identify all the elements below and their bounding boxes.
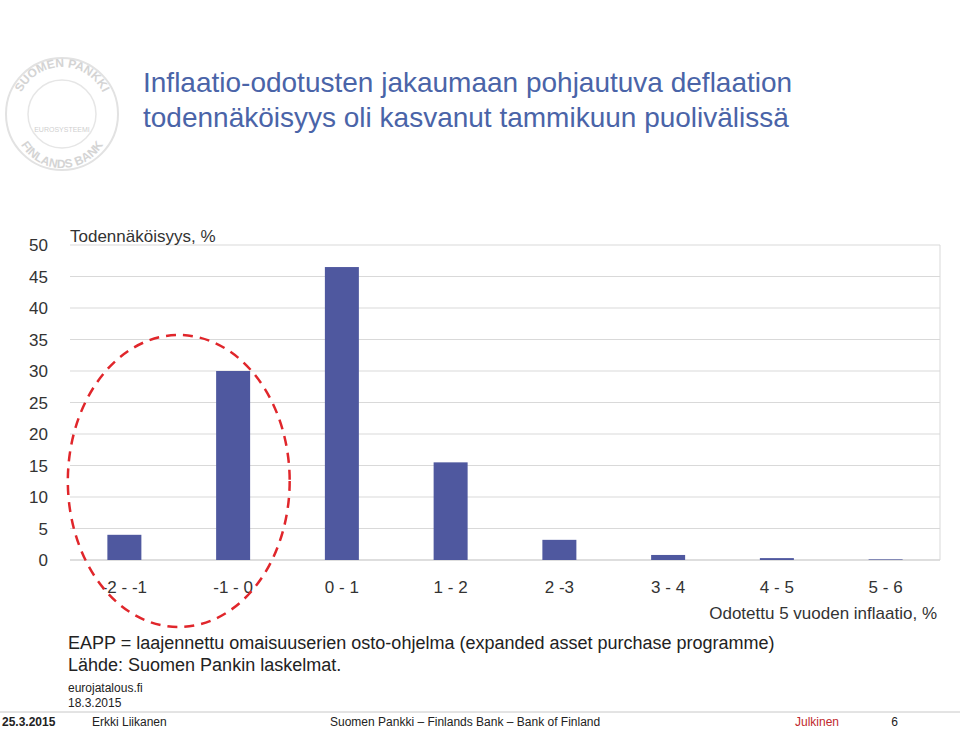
grid-line [70,402,940,403]
grid-line [70,276,940,277]
x-axis-label: Odotettu 5 vuoden inflaatio, % [709,604,937,623]
y-tick-label: 45 [29,268,48,287]
title: todennäköisyys oli kasvanut tammikuun pu… [143,102,789,133]
x-tick-label: 1 - 2 [434,578,468,597]
source-site: eurojatalous.fi [68,681,143,695]
y-tick-label: 10 [29,488,48,507]
bars [107,267,902,560]
footer-page: 6 [891,715,898,729]
logo: SUOMEN PANKKI FINLANDS BANK EUROSYSTEEMI [6,56,118,171]
y-tick-label: 20 [29,425,48,444]
logo-text: EUROSYSTEEMI [34,126,90,133]
y-tick-label: 0 [39,551,48,570]
grid-line [70,528,940,529]
bar [651,555,685,560]
y-tick-label: 50 [29,236,48,255]
y-tick-label: 15 [29,457,48,476]
y-axis-label: Todennäköisyys, % [70,227,216,246]
footer-rule [0,712,960,713]
footer-date: 25.3.2015 [2,715,56,729]
bar [760,558,794,560]
x-tick-label: 5 - 6 [869,578,903,597]
bar [107,535,141,560]
y-tick-label: 30 [29,362,48,381]
plot-frame [940,245,941,560]
x-tick-label: 0 - 1 [325,578,359,597]
grid-line [70,371,940,372]
x-tick-label: -1 - 0 [213,578,253,597]
footer-author: Erkki Liikanen [92,715,167,729]
footer-classification: Julkinen [795,715,839,729]
grid-line [70,465,940,466]
grid-line [70,339,940,340]
x-tick-label: 4 - 5 [760,578,794,597]
source-date: 18.3.2015 [68,696,122,710]
logo-text: SUOMEN PANKKI [12,56,113,94]
bar [434,462,468,560]
grid-line [70,308,940,309]
bar [542,540,576,560]
note: Lähde: Suomen Pankin laskelmat. [68,655,341,675]
logo-text: FINLANDS BANK [18,138,106,171]
bar [216,371,250,560]
y-tick-label: 40 [29,299,48,318]
note: EAPP = laajennettu omaisuuserien osto-oh… [68,633,775,653]
y-tick-label: 35 [29,331,48,350]
logo-text: FINLANDS BANK [18,138,106,171]
y-tick-label: 25 [29,394,48,413]
x-tick-label: -2 - -1 [102,578,147,597]
x-tick-label: 2 -3 [545,578,574,597]
highlight-ellipse [68,335,290,627]
x-tick-label: 3 - 4 [651,578,685,597]
logo-ring [28,80,96,148]
bar [325,267,359,560]
footer-organisation: Suomen Pankki – Finlands Bank – Bank of … [330,715,600,729]
grid-line [70,434,940,435]
bar [869,559,903,560]
grid-line [70,560,940,561]
y-tick-label: 5 [39,520,48,539]
logo-text: SUOMEN PANKKI [12,56,113,94]
chart: SUOMEN PANKKI FINLANDS BANK EUROSYSTEEMI In… [0,0,960,756]
grid-line [70,497,940,498]
title: Inflaatio-odotusten jakaumaan pohjautuva… [143,67,792,98]
